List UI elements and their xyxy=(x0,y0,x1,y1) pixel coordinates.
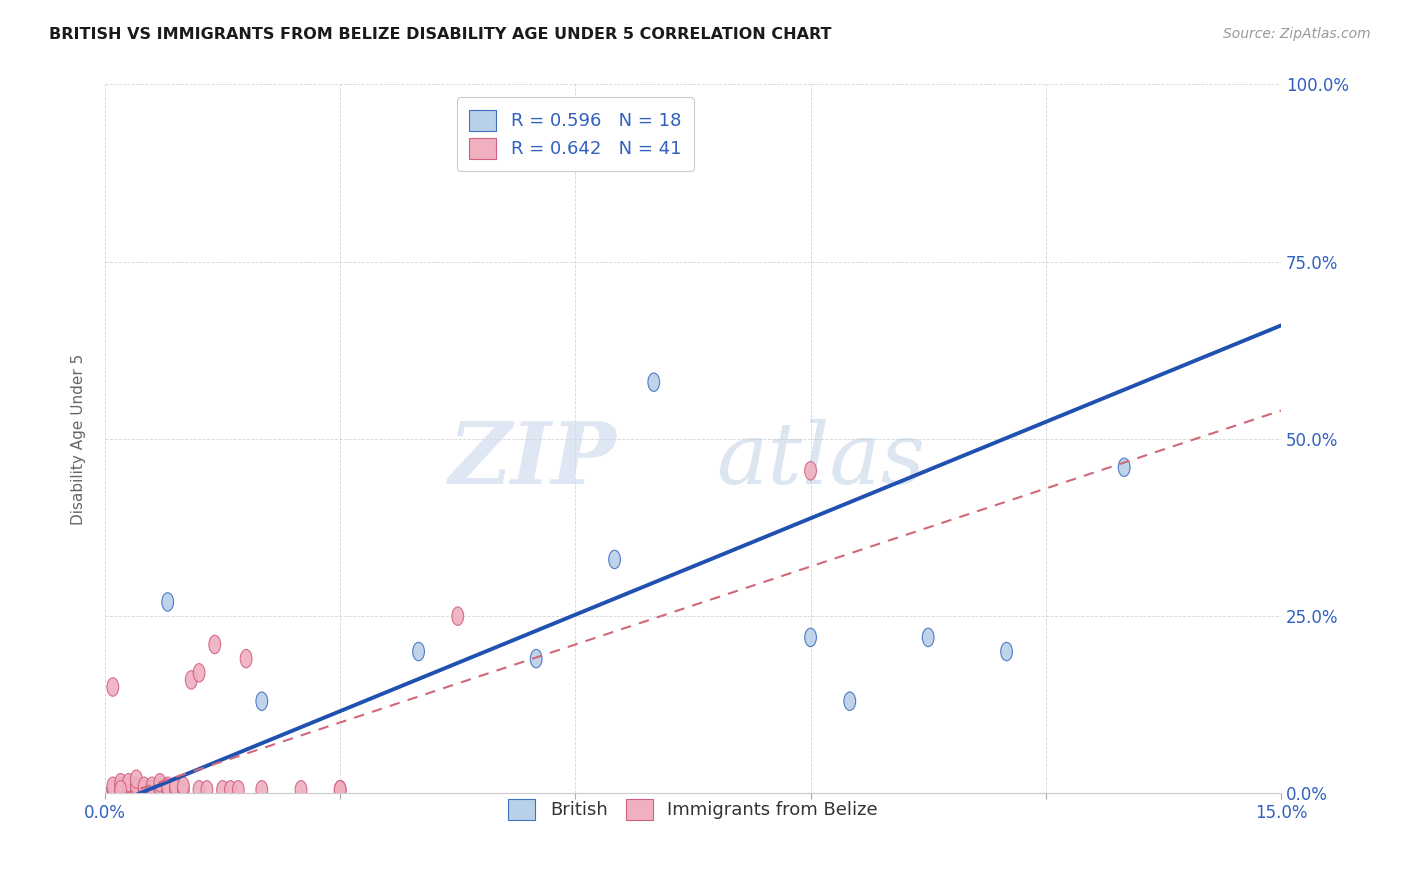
Ellipse shape xyxy=(451,607,464,625)
Ellipse shape xyxy=(295,780,307,799)
Ellipse shape xyxy=(146,777,157,796)
Ellipse shape xyxy=(138,777,150,796)
Ellipse shape xyxy=(804,461,817,480)
Ellipse shape xyxy=(122,780,135,799)
Ellipse shape xyxy=(138,780,150,799)
Ellipse shape xyxy=(177,777,190,796)
Ellipse shape xyxy=(155,780,166,799)
Ellipse shape xyxy=(804,628,817,647)
Ellipse shape xyxy=(232,780,245,799)
Ellipse shape xyxy=(115,780,127,799)
Ellipse shape xyxy=(162,777,173,796)
Text: atlas: atlas xyxy=(717,419,925,501)
Ellipse shape xyxy=(201,780,212,799)
Ellipse shape xyxy=(413,642,425,661)
Ellipse shape xyxy=(609,550,620,568)
Legend: British, Immigrants from Belize: British, Immigrants from Belize xyxy=(494,784,893,834)
Ellipse shape xyxy=(122,773,135,792)
Ellipse shape xyxy=(162,780,173,799)
Ellipse shape xyxy=(115,777,127,796)
Ellipse shape xyxy=(131,770,142,789)
Ellipse shape xyxy=(131,780,142,799)
Ellipse shape xyxy=(115,773,127,792)
Y-axis label: Disability Age Under 5: Disability Age Under 5 xyxy=(72,353,86,524)
Ellipse shape xyxy=(146,780,157,799)
Ellipse shape xyxy=(193,664,205,682)
Ellipse shape xyxy=(922,628,934,647)
Ellipse shape xyxy=(170,780,181,799)
Ellipse shape xyxy=(122,777,135,796)
Ellipse shape xyxy=(193,780,205,799)
Ellipse shape xyxy=(155,773,166,792)
Ellipse shape xyxy=(217,780,228,799)
Ellipse shape xyxy=(256,692,267,710)
Ellipse shape xyxy=(225,780,236,799)
Ellipse shape xyxy=(115,780,127,799)
Ellipse shape xyxy=(162,592,173,611)
Text: ZIP: ZIP xyxy=(449,418,617,502)
Ellipse shape xyxy=(256,780,267,799)
Ellipse shape xyxy=(131,780,142,799)
Ellipse shape xyxy=(177,780,190,799)
Ellipse shape xyxy=(170,780,181,799)
Ellipse shape xyxy=(530,649,543,668)
Ellipse shape xyxy=(844,692,856,710)
Ellipse shape xyxy=(107,780,118,799)
Ellipse shape xyxy=(335,780,346,799)
Ellipse shape xyxy=(122,780,135,799)
Ellipse shape xyxy=(170,777,181,796)
Ellipse shape xyxy=(107,678,118,697)
Text: Source: ZipAtlas.com: Source: ZipAtlas.com xyxy=(1223,27,1371,41)
Ellipse shape xyxy=(115,780,127,799)
Ellipse shape xyxy=(186,671,197,690)
Ellipse shape xyxy=(1118,458,1130,476)
Ellipse shape xyxy=(335,780,346,799)
Ellipse shape xyxy=(131,777,142,796)
Ellipse shape xyxy=(240,649,252,668)
Ellipse shape xyxy=(1001,642,1012,661)
Ellipse shape xyxy=(155,780,166,799)
Ellipse shape xyxy=(107,780,118,799)
Ellipse shape xyxy=(648,373,659,392)
Ellipse shape xyxy=(209,635,221,654)
Ellipse shape xyxy=(107,777,118,796)
Text: BRITISH VS IMMIGRANTS FROM BELIZE DISABILITY AGE UNDER 5 CORRELATION CHART: BRITISH VS IMMIGRANTS FROM BELIZE DISABI… xyxy=(49,27,832,42)
Ellipse shape xyxy=(138,780,150,799)
Ellipse shape xyxy=(155,777,166,796)
